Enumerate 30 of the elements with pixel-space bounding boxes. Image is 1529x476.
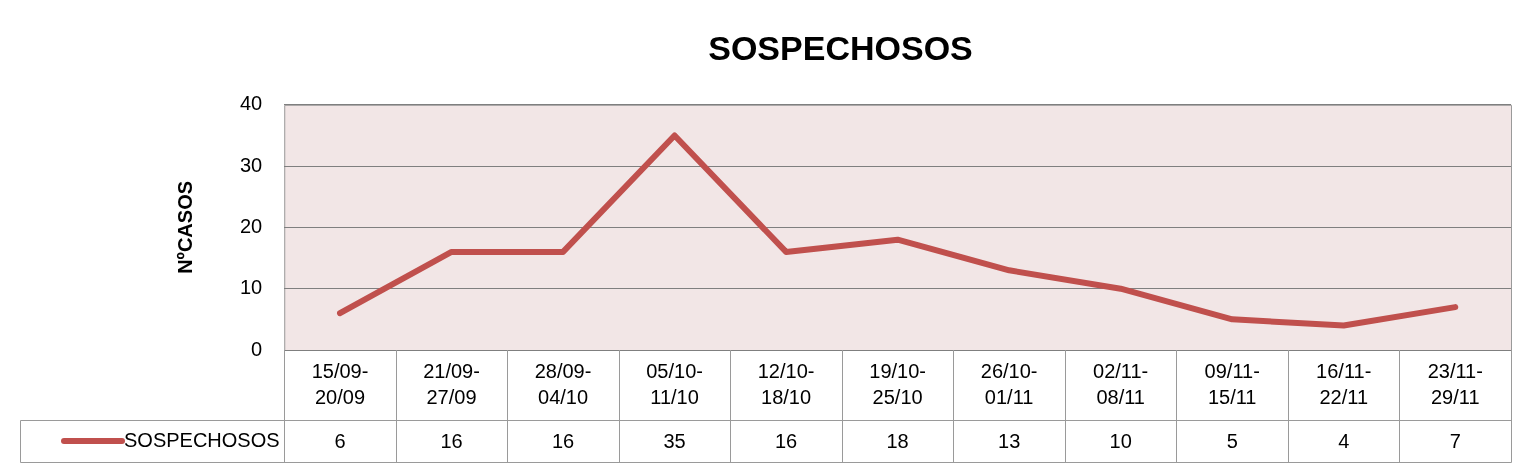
x-tick-label: 02/11-08/11 [1093,359,1149,408]
data-label: 5 [1226,429,1238,452]
x-tick-label: 09/11-15/11 [1204,359,1260,408]
data-label: 10 [1109,429,1132,452]
x-tick-label: 16/11-22/11 [1316,359,1372,408]
legend-label: SOSPECHOSOS [124,428,280,451]
x-tick-label: 12/10-18/10 [757,359,815,408]
chart-title: SOSPECHOSOS [708,28,973,67]
data-label: 18 [886,429,909,452]
data-label: 16 [774,429,798,452]
data-label: 35 [663,429,686,452]
x-tick-label: 15/09-20/09 [311,359,369,408]
data-label: 16 [440,429,463,452]
data-label: 7 [1449,429,1461,452]
y-tick-label: 40 [240,92,263,115]
y-tick-label: 30 [240,153,263,176]
y-axis-title: NºCASOS [173,180,196,274]
x-tick-label: 05/10-11/10 [646,359,703,408]
data-label: 6 [334,429,346,452]
data-label: 13 [998,429,1021,452]
x-tick-label: 21/09-27/09 [423,359,480,408]
x-tick-label: 26/10-01/11 [980,359,1038,408]
data-label: 4 [1338,429,1350,452]
y-tick-label: 20 [240,214,263,237]
data-label: 16 [551,429,575,452]
x-tick-label: 23/11-29/11 [1427,359,1483,408]
y-tick-label: 10 [240,276,263,299]
x-tick-label: 28/09-04/10 [534,359,592,408]
x-tick-label: 19/10-25/10 [869,359,926,408]
y-tick-label: 0 [251,337,263,360]
